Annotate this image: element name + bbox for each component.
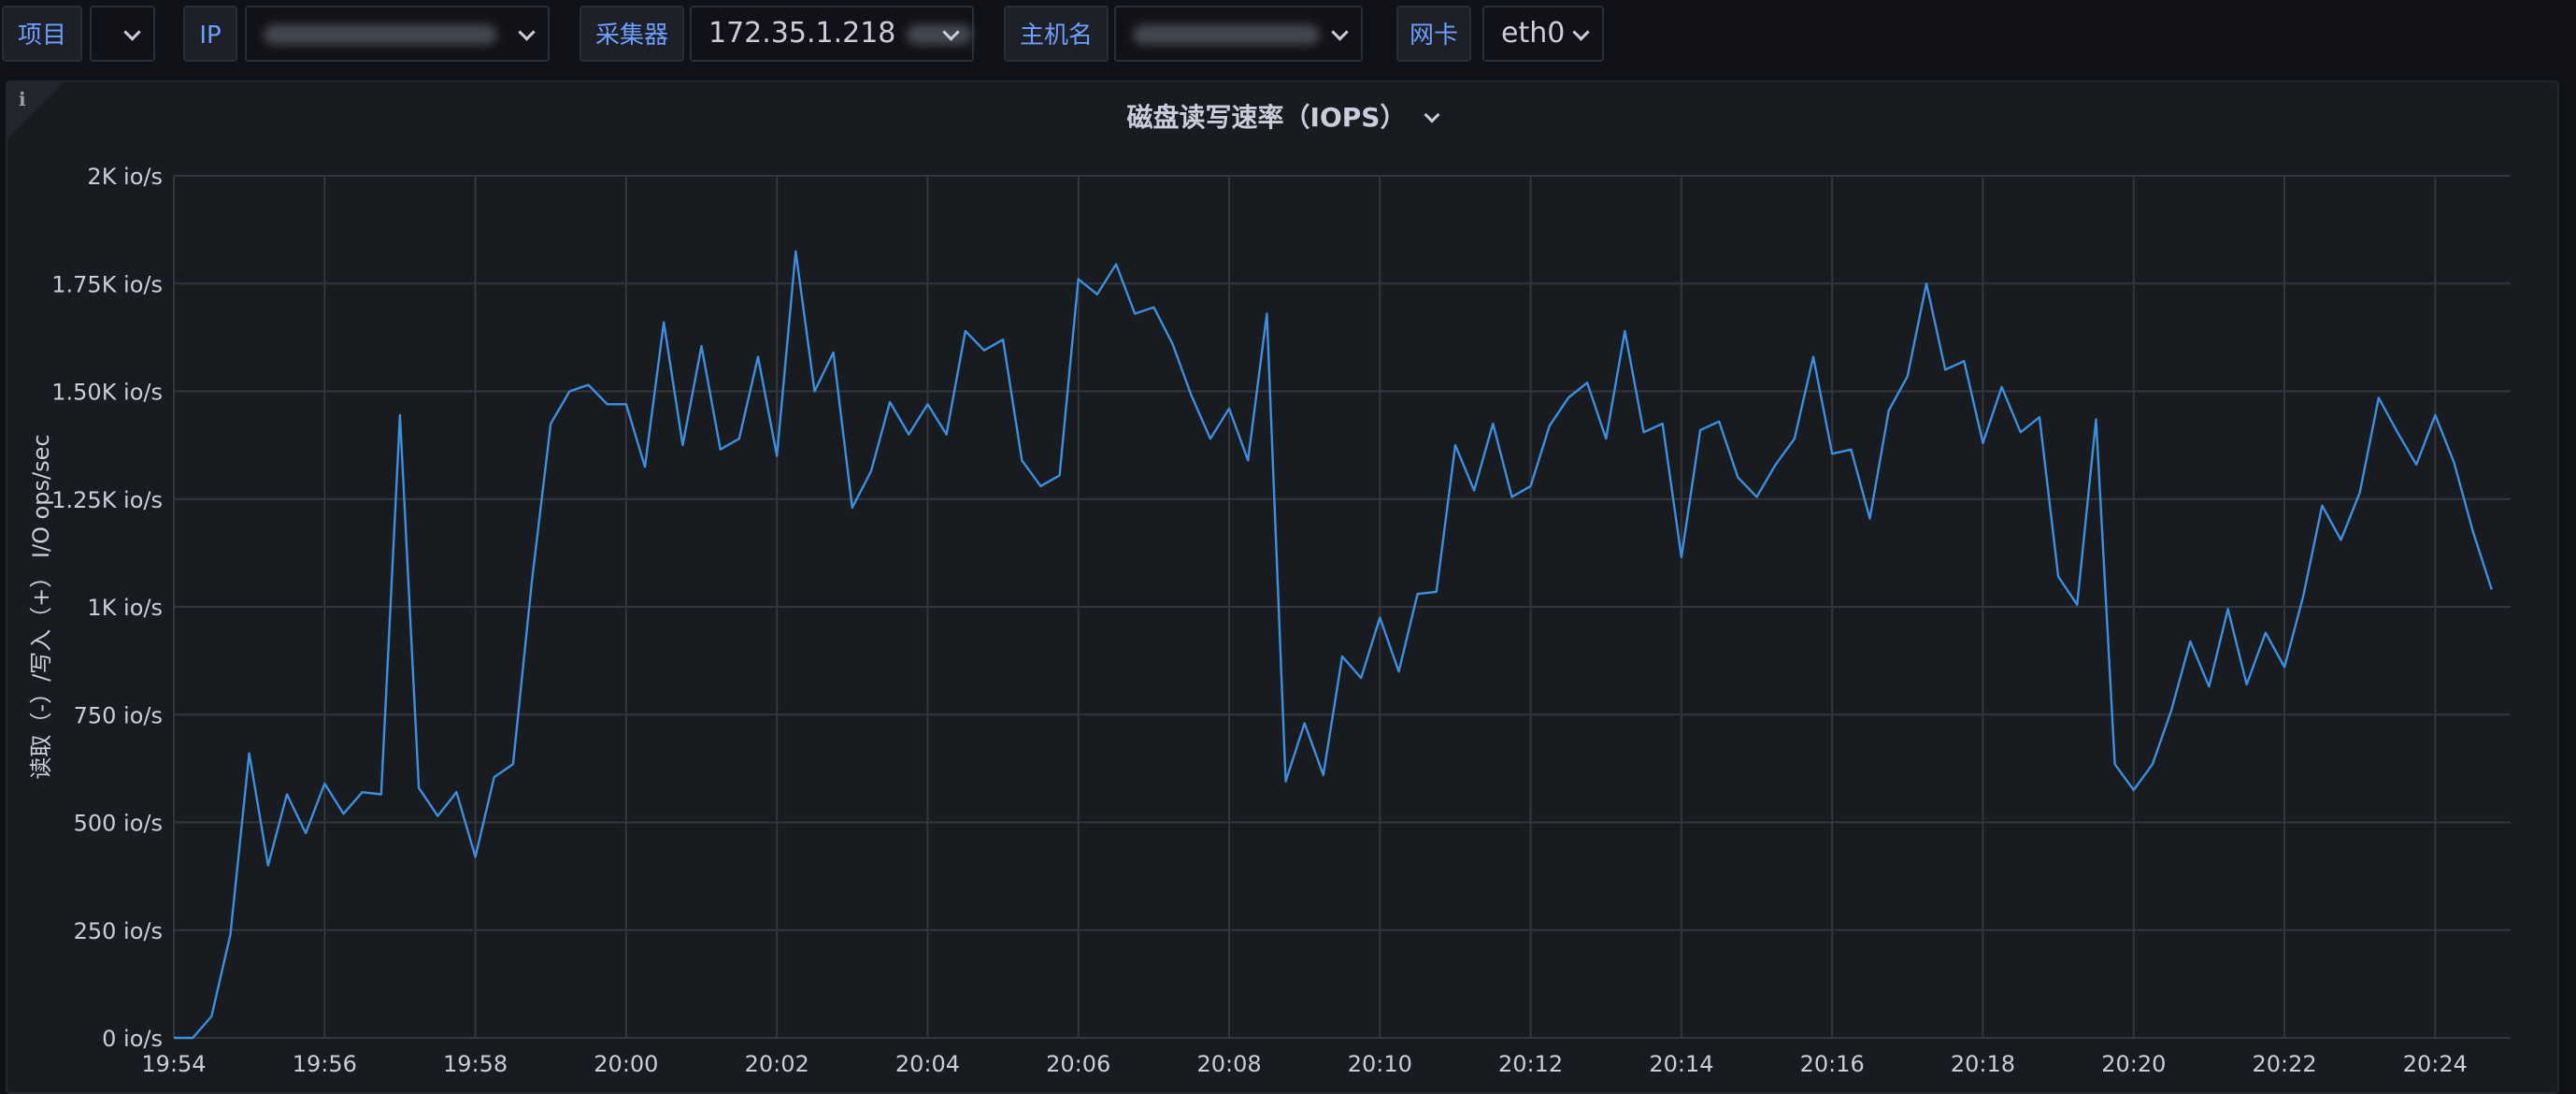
redacted-value xyxy=(1133,23,1320,45)
panel-title[interactable]: 磁盘读写速率（IOPS） xyxy=(7,97,2557,135)
var-label-project: 项目 xyxy=(2,6,82,62)
var-select-nic[interactable]: eth0 xyxy=(1482,6,1604,62)
chevron-down-icon xyxy=(1572,23,1590,41)
chevron-down-icon xyxy=(123,23,141,41)
redacted-value xyxy=(264,23,497,45)
series-line xyxy=(174,250,2493,1040)
x-tick-label: 19:56 xyxy=(293,1051,357,1077)
x-tick-label: 20:18 xyxy=(1951,1051,2015,1077)
iops-line-chart: 0 io/s 250 io/s 500 io/s 750 io/s 1K io/s 1.2… xyxy=(28,164,2511,1077)
x-tick-label: 20:06 xyxy=(1046,1051,1110,1077)
x-tick-label: 20:12 xyxy=(1498,1051,1563,1077)
variable-bar: 项目 IP 采集器 172.35.1.218 主机名 网卡 eth0 xyxy=(0,0,2576,75)
y-axis-label: 读取（-）/写入（+） I/O ops/sec xyxy=(28,434,54,779)
y-tick-label: 1.75K io/s xyxy=(51,271,163,297)
x-tick-label: 20:14 xyxy=(1649,1051,1713,1077)
var-select-hostname[interactable] xyxy=(1114,6,1363,62)
x-tick-label: 20:10 xyxy=(1348,1051,1412,1077)
y-tick-label: 0 io/s xyxy=(102,1026,163,1052)
var-value-nic: eth0 xyxy=(1501,17,1566,50)
x-tick-label: 20:24 xyxy=(2403,1051,2468,1077)
x-tick-label: 20:22 xyxy=(2252,1051,2316,1077)
chevron-down-icon xyxy=(518,23,536,41)
x-tick-label: 20:02 xyxy=(745,1051,809,1077)
y-tick-label: 1.25K io/s xyxy=(51,487,163,513)
y-tick-label: 500 io/s xyxy=(74,811,163,837)
x-tick-label: 20:20 xyxy=(2101,1051,2166,1077)
x-tick-label: 20:08 xyxy=(1196,1051,1261,1077)
y-tick-label: 1K io/s xyxy=(87,595,163,621)
var-select-project[interactable] xyxy=(90,6,155,62)
var-select-ip[interactable] xyxy=(245,6,550,62)
y-tick-label: 1.50K io/s xyxy=(51,380,163,406)
var-label-nic: 网卡 xyxy=(1396,6,1471,62)
x-tick-label: 20:16 xyxy=(1800,1051,1865,1077)
chevron-down-icon xyxy=(1331,23,1349,41)
var-label-collector: 采集器 xyxy=(580,6,684,62)
y-tick-label: 750 io/s xyxy=(74,702,163,728)
redacted-value xyxy=(906,23,972,45)
x-tick-label: 20:00 xyxy=(594,1051,658,1077)
var-label-ip: IP xyxy=(183,6,237,62)
var-select-collector[interactable]: 172.35.1.218 xyxy=(690,6,974,62)
info-icon[interactable]: ℹ xyxy=(19,88,26,110)
graph-panel: ℹ 磁盘读写速率（IOPS） 0 io/s 250 io/s 500 io/s 750… xyxy=(6,80,2559,1094)
x-tick-label: 19:58 xyxy=(443,1051,508,1077)
panel-title-text: 磁盘读写速率（IOPS） xyxy=(1126,102,1407,133)
x-tick-label: 19:54 xyxy=(141,1051,206,1077)
y-tick-label: 2K io/s xyxy=(87,164,163,190)
y-tick-label: 250 io/s xyxy=(74,918,163,944)
var-label-hostname: 主机名 xyxy=(1004,6,1109,62)
x-tick-label: 20:04 xyxy=(895,1051,960,1077)
panel-info-corner[interactable] xyxy=(7,82,64,138)
var-value-collector: 172.35.1.218 xyxy=(708,17,896,50)
